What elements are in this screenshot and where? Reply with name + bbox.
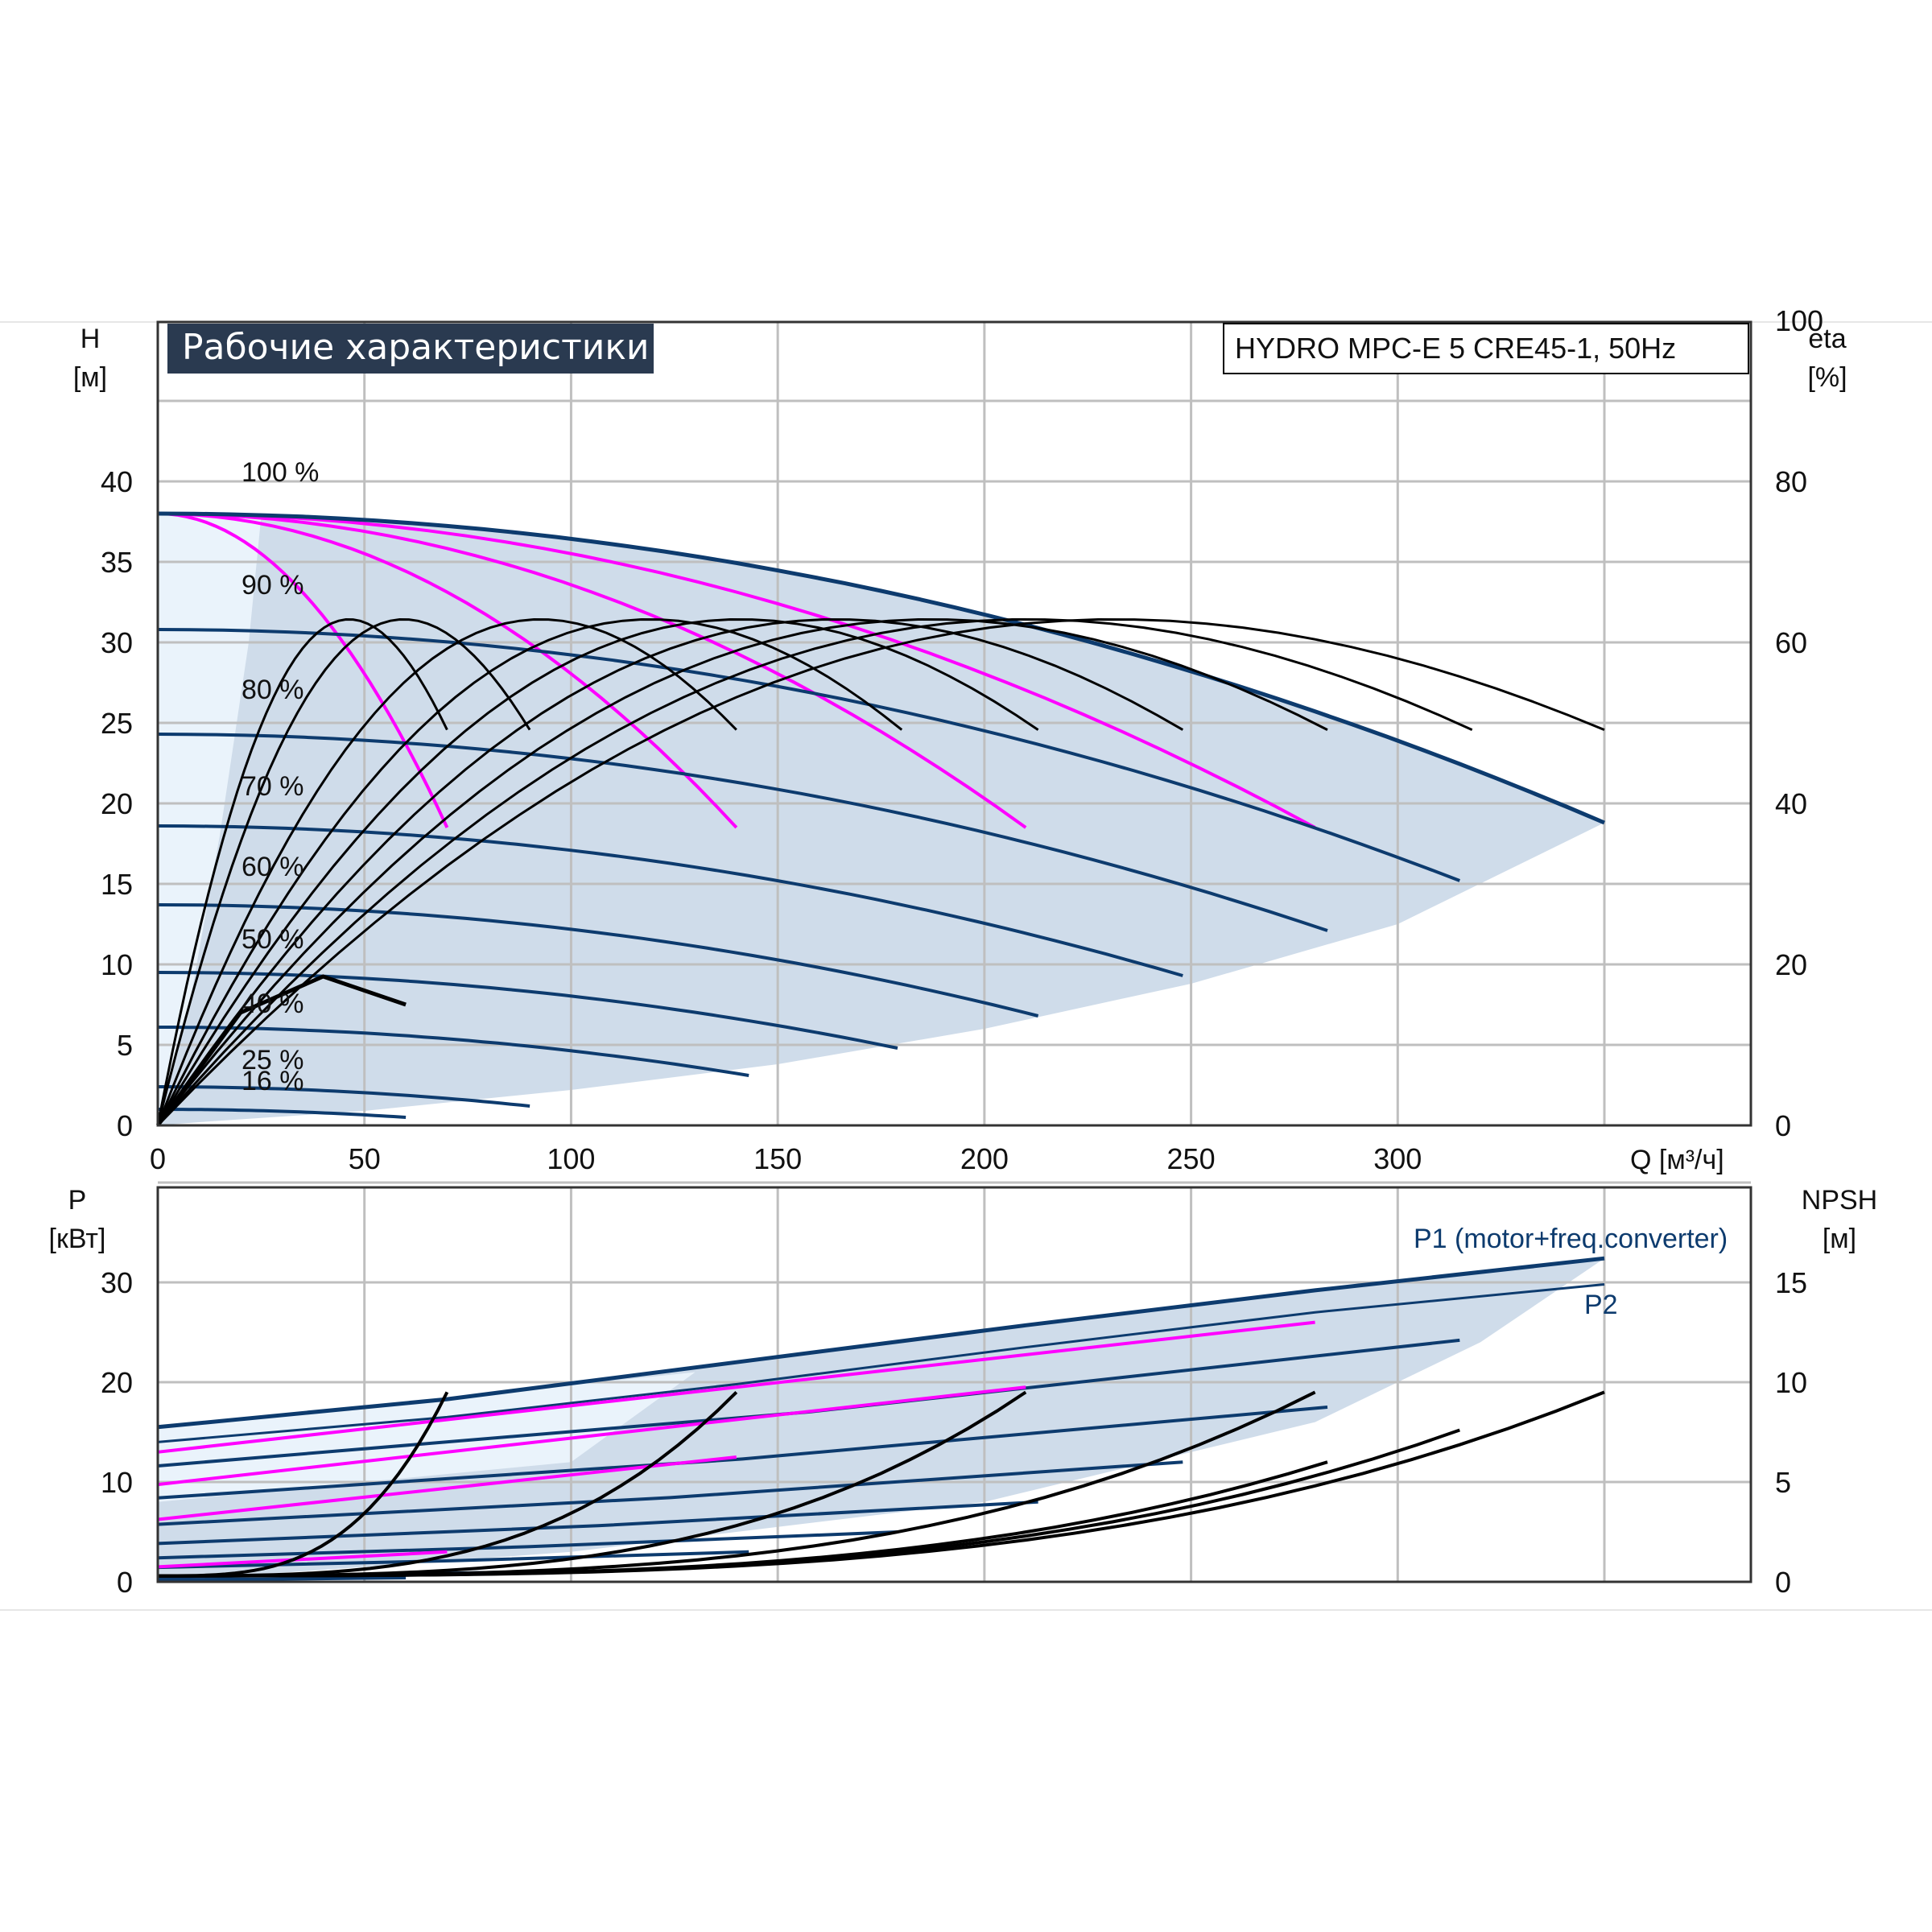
system-curve <box>157 512 1027 829</box>
power-envelope <box>158 1258 1604 1582</box>
npsh-tick-label: 15 <box>1775 1266 1807 1299</box>
speed-label: 40 % <box>242 989 304 1019</box>
head-tick-label: 0 <box>117 1109 133 1142</box>
eta-tick-label: 100 <box>1775 304 1823 337</box>
flow-tick-label: 0 <box>150 1142 166 1175</box>
model-label-box: HYDRO MPC-E 5 CRE45-1, 50Hz <box>1223 323 1749 374</box>
power-tick-label: 30 <box>101 1266 133 1299</box>
head-tick-label: 20 <box>101 787 133 820</box>
head-tick-label: 40 <box>101 465 133 498</box>
system-curve <box>157 512 738 829</box>
pump-curve-16pct <box>158 1108 407 1119</box>
eta-axis-unit: [%] <box>1807 362 1847 393</box>
system-power-curve <box>157 1385 1026 1487</box>
head-tick-label: 30 <box>101 626 133 659</box>
p2-curve <box>157 1283 1605 1443</box>
power-curve <box>157 1460 1183 1526</box>
speed-label: 60 % <box>242 852 304 882</box>
npsh-tick-label: 10 <box>1775 1366 1807 1399</box>
power-axis-symbol: P <box>68 1185 87 1216</box>
power-curve <box>157 1550 749 1570</box>
head-tick-label: 10 <box>101 948 133 981</box>
efficiency-curve <box>156 617 737 1126</box>
speed-label: 80 % <box>242 675 304 705</box>
head-tick-label: 5 <box>117 1029 133 1062</box>
flow-tick-label: 250 <box>1167 1142 1216 1175</box>
flow-tick-label: 150 <box>753 1142 802 1175</box>
speed-label: 25 % <box>242 1045 304 1075</box>
power-plot-frame <box>156 1186 1752 1583</box>
efficiency-curve <box>156 617 1184 1126</box>
panel-title: Рабочие характеристики <box>182 327 650 368</box>
power-curve <box>157 1576 407 1582</box>
head-tick-label: 35 <box>101 546 133 579</box>
system-curve <box>157 512 1316 829</box>
eta-tick-label: 40 <box>1775 787 1807 820</box>
pump-curve-25pct <box>158 1085 530 1108</box>
npsh-tick-label: 5 <box>1775 1466 1791 1499</box>
head-axis-symbol: H <box>80 324 101 354</box>
flow-tick-label: 50 <box>349 1142 381 1175</box>
efficiency-curve <box>156 617 448 1126</box>
power-tick-label: 10 <box>101 1466 133 1499</box>
efficiency-curve <box>156 617 531 1126</box>
speed-label: 50 % <box>242 924 304 955</box>
system-power-curve <box>157 1550 448 1569</box>
pump-curve-50pct <box>157 971 898 1050</box>
eta-tick-label: 0 <box>1775 1109 1791 1142</box>
p2-label: P2 <box>1584 1290 1618 1320</box>
head-tick-label: 15 <box>101 868 133 901</box>
speed-label: 90 % <box>242 570 304 601</box>
flow-tick-label: 200 <box>960 1142 1009 1175</box>
pump-curve-90pct <box>157 628 1461 882</box>
speed-label: 70 % <box>242 771 304 802</box>
efficiency-curve-low <box>155 974 407 1127</box>
efficiency-curve <box>156 617 1605 1127</box>
npsh-curve <box>158 1390 1605 1578</box>
pump-curve-100pct <box>157 511 1605 825</box>
flow-tick-label: 100 <box>547 1142 595 1175</box>
head-axis-unit: [м] <box>73 362 107 393</box>
power-curve <box>157 1500 1038 1546</box>
model-label: HYDRO MPC-E 5 CRE45-1, 50Hz <box>1235 332 1676 365</box>
flow-axis-label: Q [м³/ч] <box>1630 1145 1724 1175</box>
operating-envelope <box>158 514 1604 1125</box>
p1-curve <box>157 1256 1605 1430</box>
efficiency-curve <box>156 617 1473 1126</box>
eta-tick-label: 60 <box>1775 626 1807 659</box>
head-curve-panel: 0 50 100 150 200 250 300 0 5 10 15 20 25 30 35 40 0 20 40 6… <box>101 304 1823 1175</box>
panel-title-box: Рабочие характеристики <box>167 324 654 374</box>
power-curve-panel: 0 10 20 30 0 5 10 15 <box>101 1181 1807 1599</box>
efficiency-curve <box>156 617 1328 1126</box>
power-curve <box>157 1530 898 1560</box>
npsh-tick-label: 0 <box>1775 1566 1791 1599</box>
head-tick-label: 25 <box>101 707 133 740</box>
efficiency-curve <box>156 617 1039 1126</box>
npsh-axis-symbol: NPSH <box>1802 1185 1877 1216</box>
efficiency-curve <box>156 617 903 1126</box>
power-tick-label: 0 <box>117 1566 133 1599</box>
system-power-curve <box>157 1320 1315 1454</box>
speed-label: 16 % <box>242 1066 304 1096</box>
head-plot-frame <box>156 320 1752 1127</box>
flow-tick-label: 300 <box>1373 1142 1422 1175</box>
pump-curve-60pct <box>157 903 1039 1018</box>
power-axis-unit: [кВт] <box>49 1224 106 1254</box>
eta-tick-label: 80 <box>1775 465 1807 498</box>
power-tick-label: 20 <box>101 1366 133 1399</box>
power-curve <box>157 1406 1328 1500</box>
eta-axis-symbol: eta <box>1808 324 1846 354</box>
npsh-axis-unit: [м] <box>1823 1224 1856 1254</box>
speed-label: 100 % <box>242 457 319 488</box>
eta-tick-label: 20 <box>1775 948 1807 981</box>
pump-curve-70pct <box>157 824 1183 977</box>
system-power-curve <box>157 1455 737 1521</box>
system-curve <box>157 512 449 828</box>
p1-label: P1 (motor+freq.converter) <box>1414 1224 1728 1254</box>
